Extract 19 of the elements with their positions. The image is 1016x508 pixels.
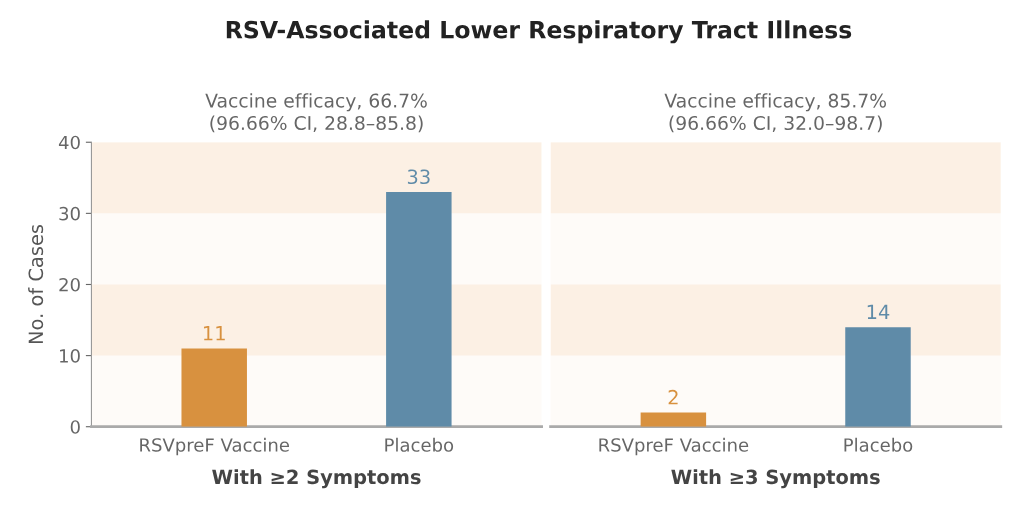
x-axis-title: With ≥3 Symptoms — [671, 469, 880, 489]
data-label: 14 — [867, 304, 890, 319]
data-label: 2 — [668, 389, 678, 405]
x-axis-title: With ≥2 Symptoms — [212, 469, 421, 489]
y-tick-label: 20 — [59, 277, 80, 292]
data-label: 11 — [203, 326, 225, 341]
chart-subtitle: Vaccine efficacy, 66.7% (96.66% CI, 28.8–85.8) — [205, 93, 427, 133]
y-tick-label: 30 — [59, 206, 80, 221]
chart-title: RSV-Associated Lower Respiratory Tract Illness — [226, 20, 852, 44]
x-tick-label: RSVpreF Vaccine — [599, 437, 749, 456]
y-tick-label: 0 — [70, 420, 80, 434]
y-axis-title: No. of Cases — [28, 224, 44, 344]
chart-subtitle: Vaccine efficacy, 85.7% (96.66% CI, 32.0–98.7) — [664, 93, 886, 133]
y-tick-label: 40 — [58, 135, 80, 150]
x-tick-label: Placebo — [844, 437, 913, 452]
y-tick-label: 10 — [60, 349, 80, 363]
x-tick-label: Placebo — [385, 437, 454, 452]
x-tick-label: RSVpreF Vaccine — [140, 437, 289, 456]
data-label: 33 — [407, 169, 430, 185]
